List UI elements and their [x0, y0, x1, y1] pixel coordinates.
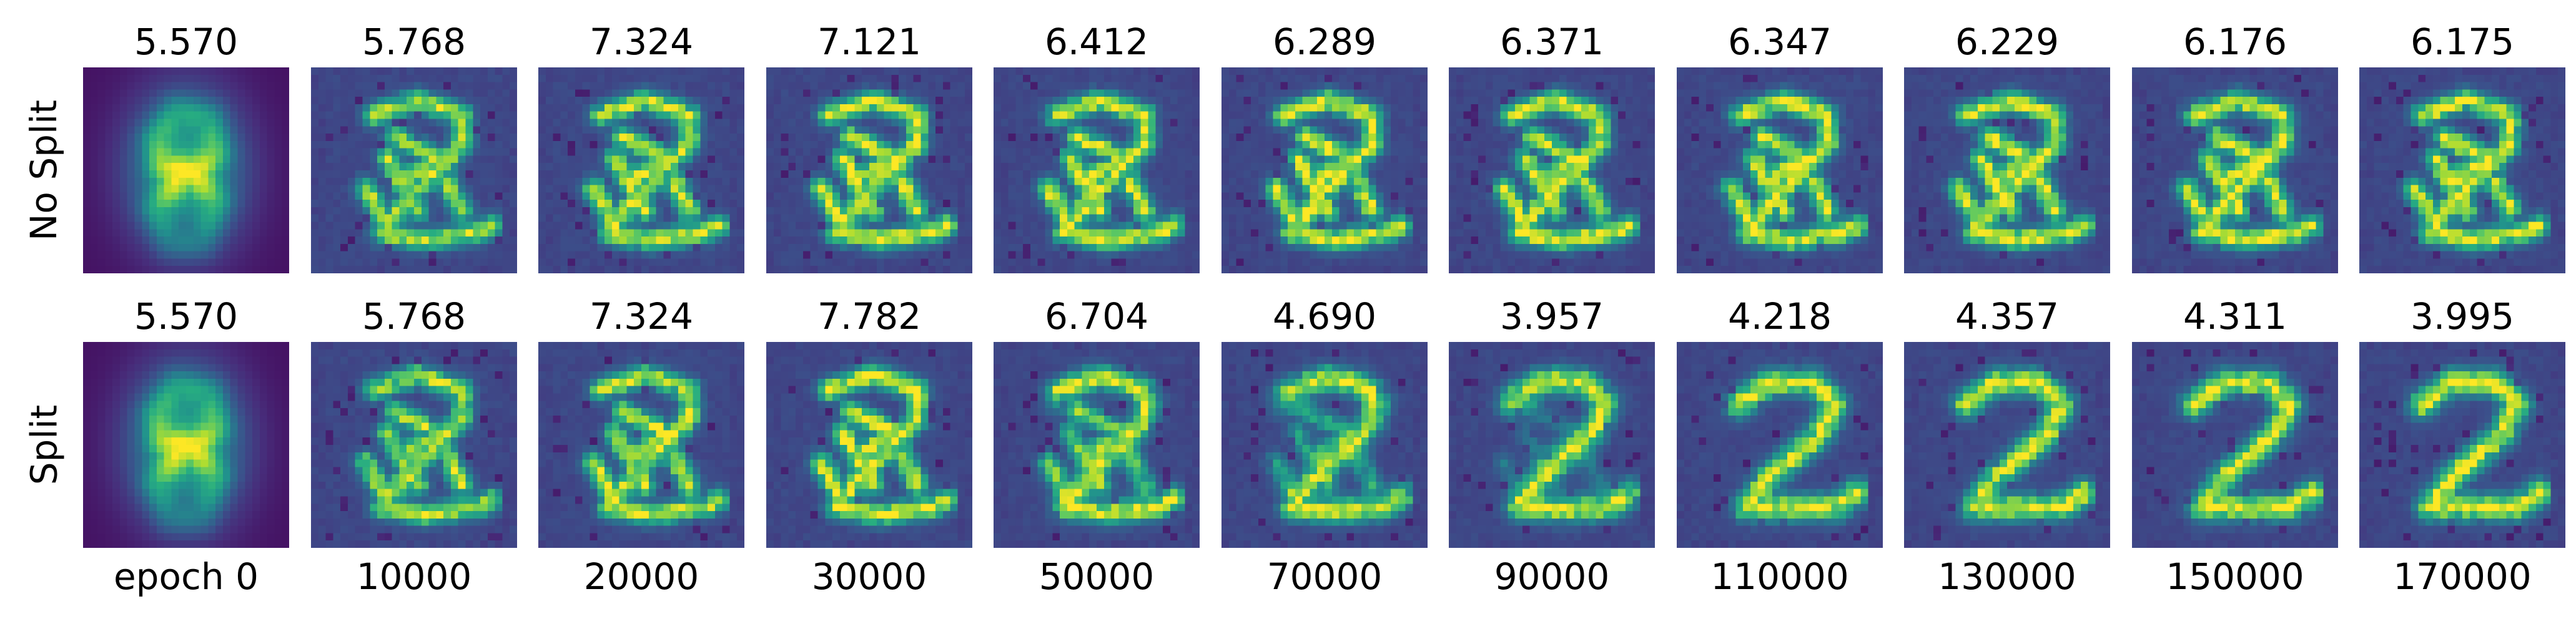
panel-title-value: 5.570 [134, 295, 239, 338]
heatmap-panel [538, 67, 744, 273]
heatmap-image [994, 67, 1200, 273]
epoch-label: 70000 [1266, 555, 1383, 598]
heatmap-image [83, 342, 289, 548]
heatmap-panel [2132, 342, 2338, 548]
heatmap-image [311, 342, 517, 548]
heatmap-image [1677, 67, 1883, 273]
epoch-label: 50000 [1039, 555, 1155, 598]
heatmap-panel [311, 67, 517, 273]
epoch-label: 170000 [2393, 555, 2532, 598]
heatmap-panel [1904, 67, 2110, 273]
epoch-label: 150000 [2166, 555, 2304, 598]
heatmap-panel [1449, 67, 1655, 273]
panel-title-value: 6.704 [1044, 295, 1149, 338]
epoch-label: 20000 [583, 555, 699, 598]
heatmap-image [2132, 342, 2338, 548]
panel-title-value: 7.324 [589, 295, 694, 338]
panel-title-value: 6.229 [1955, 21, 2060, 63]
heatmap-image [766, 342, 972, 548]
heatmap-panel [311, 342, 517, 548]
heatmap-image [1221, 67, 1428, 273]
panel-title-value: 7.324 [589, 21, 694, 63]
heatmap-image [1449, 67, 1655, 273]
epoch-label: 110000 [1710, 555, 1849, 598]
panel-title-value: 5.768 [362, 21, 466, 63]
panel-title-value: 4.218 [1727, 295, 1832, 338]
heatmap-image [1904, 67, 2110, 273]
panel-title-value: 6.371 [1499, 21, 1604, 63]
row-label-no-split: No Split [22, 100, 65, 241]
heatmap-image [766, 67, 972, 273]
panel-title-value: 5.768 [362, 295, 466, 338]
heatmap-image [994, 342, 1200, 548]
panel-title-value: 5.570 [134, 21, 239, 63]
heatmap-image [83, 67, 289, 273]
panel-title-value: 6.289 [1272, 21, 1377, 63]
heatmap-image [1677, 342, 1883, 548]
heatmap-image [1221, 342, 1428, 548]
panel-title-value: 6.412 [1044, 21, 1149, 63]
heatmap-panel [1677, 67, 1883, 273]
heatmap-panel [1221, 342, 1428, 548]
heatmap-panel [766, 67, 972, 273]
epoch-label: 30000 [811, 555, 927, 598]
heatmap-image [2359, 342, 2565, 548]
panel-title-value: 7.782 [817, 295, 922, 338]
row-label-split: Split [22, 404, 65, 485]
panel-title-value: 6.176 [2183, 21, 2287, 63]
heatmap-panel [2132, 67, 2338, 273]
heatmap-panel [994, 342, 1200, 548]
heatmap-panel [1449, 342, 1655, 548]
heatmap-panel [83, 342, 289, 548]
panel-title-value: 3.957 [1499, 295, 1604, 338]
panel-title-value: 4.690 [1272, 295, 1377, 338]
heatmap-panel [1677, 342, 1883, 548]
heatmap-image [1449, 342, 1655, 548]
epoch-label: 10000 [356, 555, 472, 598]
epoch-label: epoch 0 [114, 555, 259, 598]
heatmap-image [311, 67, 517, 273]
panel-title-value: 6.347 [1727, 21, 1832, 63]
epoch-label: 130000 [1938, 555, 2076, 598]
epoch-label: 90000 [1494, 555, 1610, 598]
panel-title-value: 7.121 [817, 21, 922, 63]
panel-title-value: 4.311 [2183, 295, 2287, 338]
heatmap-image [2132, 67, 2338, 273]
heatmap-panel [83, 67, 289, 273]
heatmap-image [1904, 342, 2110, 548]
heatmap-image [538, 342, 744, 548]
heatmap-panel [2359, 67, 2565, 273]
heatmap-image [538, 67, 744, 273]
heatmap-panel [1904, 342, 2110, 548]
heatmap-panel [2359, 342, 2565, 548]
panel-title-value: 6.175 [2410, 21, 2515, 63]
heatmap-panel [1221, 67, 1428, 273]
heatmap-panel [538, 342, 744, 548]
heatmap-panel [994, 67, 1200, 273]
panel-title-value: 4.357 [1955, 295, 2060, 338]
heatmap-image [2359, 67, 2565, 273]
panel-title-value: 3.995 [2410, 295, 2515, 338]
heatmap-panel [766, 342, 972, 548]
